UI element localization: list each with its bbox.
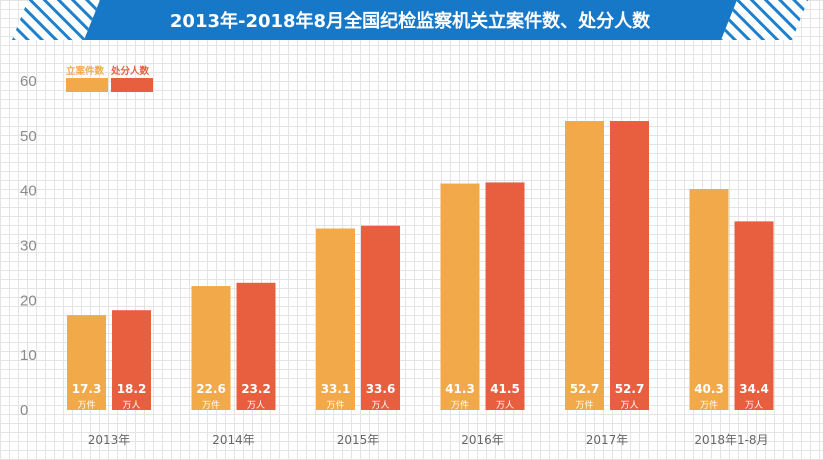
value-label: 41.5 xyxy=(490,382,520,396)
value-unit-label: 万人 xyxy=(247,400,265,411)
legend-swatch-series-2 xyxy=(111,78,153,92)
bar-1-4 xyxy=(440,183,480,410)
value-label: 23.2 xyxy=(241,382,271,396)
x-tick-label: 2016年 xyxy=(461,433,504,447)
bar-2-3 xyxy=(361,225,400,410)
legend-swatch-series-1 xyxy=(66,78,108,92)
value-label: 18.2 xyxy=(117,382,147,396)
x-tick-label: 2015年 xyxy=(337,433,380,447)
x-tick-label: 2017年 xyxy=(586,433,629,447)
y-tick-label: 20 xyxy=(20,292,37,309)
value-labels: 17.3 万件 18.2 万人 22.6 万件 23.2 万人 33.1 万件 33.6 万人 41.3… xyxy=(72,382,769,411)
value-label: 40.3 xyxy=(694,382,724,396)
value-unit-label: 万人 xyxy=(745,400,763,411)
banner-stripe-left xyxy=(12,0,100,40)
value-unit-label: 万人 xyxy=(620,400,638,411)
chart-title: 2013年-2018年8月全国纪检监察机关立案件数、处分人数 xyxy=(170,10,651,32)
y-tick-label: 0 xyxy=(20,402,28,419)
value-label: 41.3 xyxy=(445,382,475,396)
bar-2-1 xyxy=(112,310,151,410)
bar-1-5 xyxy=(565,121,604,411)
value-unit-label: 万件 xyxy=(700,399,718,411)
x-tick-label: 2014年 xyxy=(212,433,255,447)
value-unit-label: 万人 xyxy=(496,400,514,411)
bar-2-6 xyxy=(734,221,774,410)
y-axis: 0 10 20 30 40 50 60 xyxy=(20,73,37,419)
legend: 立案件数 处分人数 xyxy=(66,65,153,92)
bar-2-4 xyxy=(485,182,525,410)
value-unit-label: 万件 xyxy=(575,399,593,411)
value-unit-label: 万件 xyxy=(77,399,95,411)
bar-1-3 xyxy=(316,228,355,410)
title-banner: 2013年-2018年8月全国纪检监察机关立案件数、处分人数 xyxy=(12,0,808,40)
x-tick-label: 2013年 xyxy=(88,433,131,447)
value-label: 33.6 xyxy=(366,382,396,396)
value-unit-label: 万件 xyxy=(202,399,220,411)
y-tick-label: 10 xyxy=(20,347,37,364)
value-label: 34.4 xyxy=(739,382,769,396)
y-tick-label: 60 xyxy=(20,73,37,90)
x-axis: 2013年 2014年 2015年 2016年 2017年 2018年1-8月 xyxy=(88,433,769,447)
bar-2-2 xyxy=(236,282,276,410)
bar-2-5 xyxy=(610,121,649,411)
value-unit-label: 万件 xyxy=(326,399,344,411)
legend-label-series-2: 处分人数 xyxy=(110,65,150,77)
value-label: 52.7 xyxy=(615,382,645,396)
value-label: 52.7 xyxy=(570,382,600,396)
banner-stripe-right xyxy=(721,0,808,40)
value-unit-label: 万人 xyxy=(122,400,140,411)
bars xyxy=(67,121,774,411)
value-label: 33.1 xyxy=(321,382,351,396)
value-unit-label: 万件 xyxy=(451,399,469,411)
y-tick-label: 40 xyxy=(20,183,37,200)
bar-1-2 xyxy=(191,286,231,410)
legend-label-series-1: 立案件数 xyxy=(66,65,105,77)
y-tick-label: 50 xyxy=(20,128,37,145)
value-label: 22.6 xyxy=(196,382,226,396)
bar-1-1 xyxy=(67,315,106,410)
bar-1-6 xyxy=(689,189,729,410)
value-unit-label: 万人 xyxy=(371,400,389,411)
y-tick-label: 30 xyxy=(20,238,37,255)
x-tick-label: 2018年1-8月 xyxy=(694,433,768,447)
value-label: 17.3 xyxy=(72,382,102,396)
banner-background xyxy=(84,0,737,40)
